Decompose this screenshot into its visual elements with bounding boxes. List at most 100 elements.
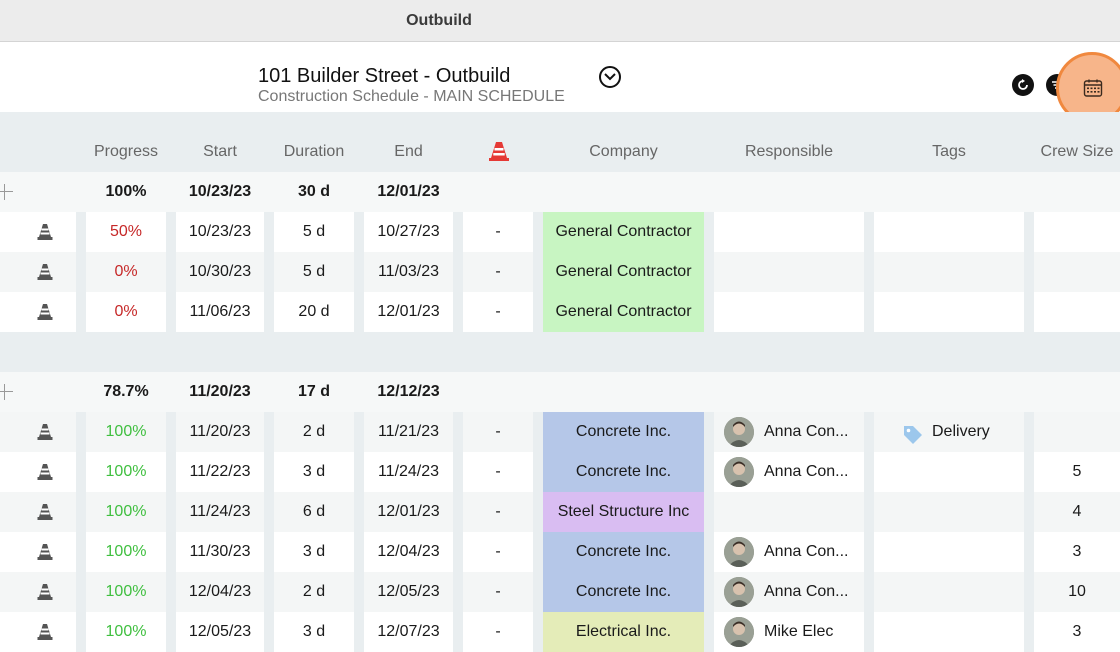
task-responsible[interactable] <box>714 252 864 292</box>
col-header-crew-size[interactable]: Crew Size <box>1040 143 1114 160</box>
task-responsible[interactable]: Anna Con... <box>714 572 864 612</box>
task-tags[interactable] <box>874 212 1024 252</box>
task-tags[interactable] <box>874 612 1024 652</box>
task-end-date[interactable]: 11/21/23 <box>377 423 440 440</box>
task-end-date[interactable]: 12/01/23 <box>377 503 440 520</box>
task-crew-size[interactable]: 5 <box>1072 463 1082 480</box>
task-crew-size[interactable] <box>1034 212 1120 252</box>
add-task-icon[interactable] <box>0 184 13 200</box>
task-constraint[interactable]: - <box>495 303 501 320</box>
task-company[interactable]: Concrete Inc. <box>543 452 704 492</box>
col-header-start[interactable]: Start <box>203 143 237 160</box>
task-constraint[interactable]: - <box>495 623 501 640</box>
task-crew-size[interactable] <box>1034 412 1120 452</box>
task-constraint[interactable]: - <box>495 463 501 480</box>
task-progress[interactable]: 100% <box>105 463 147 480</box>
task-end-date[interactable]: 12/01/23 <box>377 303 440 320</box>
task-duration[interactable]: 3 d <box>302 463 326 480</box>
task-constraint[interactable]: - <box>495 423 501 440</box>
task-constraint[interactable]: - <box>495 503 501 520</box>
task-crew-size[interactable] <box>1034 292 1120 332</box>
task-end-date[interactable]: 12/07/23 <box>377 623 440 640</box>
refresh-button[interactable] <box>1012 74 1034 96</box>
add-task-icon[interactable] <box>0 384 13 400</box>
task-responsible[interactable] <box>714 492 864 532</box>
col-header-company[interactable]: Company <box>589 143 658 160</box>
task-duration[interactable]: 2 d <box>302 423 326 440</box>
task-crew-size[interactable]: 3 <box>1072 543 1082 560</box>
task-responsible[interactable]: Mike Elec <box>714 612 864 652</box>
task-crew-size[interactable]: 3 <box>1072 623 1082 640</box>
task-tags[interactable] <box>874 572 1024 612</box>
task-start-date[interactable]: 10/30/23 <box>188 263 252 280</box>
task-company[interactable]: Concrete Inc. <box>543 532 704 572</box>
task-progress[interactable]: 100% <box>105 423 147 440</box>
constraint-cone-icon[interactable] <box>37 223 53 246</box>
col-header-duration[interactable]: Duration <box>283 143 345 160</box>
task-constraint[interactable]: - <box>495 543 501 560</box>
task-tags[interactable] <box>874 292 1024 332</box>
col-header-tags[interactable]: Tags <box>932 143 966 160</box>
task-progress[interactable]: 100% <box>105 503 147 520</box>
col-header-responsible[interactable]: Responsible <box>744 143 834 160</box>
task-end-date[interactable]: 11/03/23 <box>377 263 440 280</box>
task-responsible[interactable] <box>714 212 864 252</box>
task-company[interactable]: General Contractor <box>543 212 704 252</box>
constraint-cone-icon[interactable] <box>37 583 53 606</box>
task-tags[interactable] <box>874 452 1024 492</box>
task-company[interactable]: Electrical Inc. <box>543 612 704 652</box>
task-progress[interactable]: 100% <box>105 543 147 560</box>
task-progress[interactable]: 100% <box>105 583 147 600</box>
task-start-date[interactable]: 11/22/23 <box>189 463 251 480</box>
task-tags[interactable] <box>874 532 1024 572</box>
task-duration[interactable]: 2 d <box>302 583 326 600</box>
task-end-date[interactable]: 10/27/23 <box>377 223 440 240</box>
constraint-cone-icon[interactable] <box>37 623 53 646</box>
task-start-date[interactable]: 11/06/23 <box>189 303 251 320</box>
constraint-cone-icon[interactable] <box>37 543 53 566</box>
col-header-progress[interactable]: Progress <box>93 143 159 160</box>
task-crew-size[interactable] <box>1034 252 1120 292</box>
task-start-date[interactable]: 11/30/23 <box>189 543 251 560</box>
task-start-date[interactable]: 12/05/23 <box>188 623 252 640</box>
task-company[interactable]: Steel Structure Inc <box>543 492 704 532</box>
task-company[interactable]: General Contractor <box>543 292 704 332</box>
task-tags[interactable] <box>874 252 1024 292</box>
task-constraint[interactable]: - <box>495 583 501 600</box>
col-header-end[interactable]: End <box>394 143 423 160</box>
constraint-cone-icon[interactable] <box>37 423 53 446</box>
task-progress[interactable]: 0% <box>114 303 138 320</box>
task-start-date[interactable]: 11/24/23 <box>189 503 251 520</box>
task-constraint[interactable]: - <box>495 223 501 240</box>
task-constraint[interactable]: - <box>495 263 501 280</box>
task-tags[interactable] <box>874 492 1024 532</box>
task-crew-size[interactable]: 4 <box>1072 503 1082 520</box>
task-company[interactable]: Concrete Inc. <box>543 572 704 612</box>
task-progress[interactable]: 50% <box>109 223 143 240</box>
task-crew-size[interactable]: 10 <box>1068 583 1086 600</box>
task-company[interactable]: Concrete Inc. <box>543 412 704 452</box>
task-progress[interactable]: 0% <box>114 263 138 280</box>
task-progress[interactable]: 100% <box>105 623 147 640</box>
task-end-date[interactable]: 11/24/23 <box>377 463 440 480</box>
constraint-cone-icon[interactable] <box>37 503 53 526</box>
task-end-date[interactable]: 12/05/23 <box>377 583 440 600</box>
task-responsible[interactable]: Anna Con... <box>714 532 864 572</box>
constraint-cone-icon[interactable] <box>37 303 53 326</box>
task-responsible[interactable]: Anna Con... <box>714 412 864 452</box>
task-duration[interactable]: 3 d <box>302 543 326 560</box>
task-start-date[interactable]: 12/04/23 <box>188 583 252 600</box>
task-duration[interactable]: 6 d <box>302 503 326 520</box>
task-company[interactable]: General Contractor <box>543 252 704 292</box>
constraint-cone-icon[interactable] <box>37 263 53 286</box>
schedule-dropdown-button[interactable] <box>599 66 621 88</box>
task-end-date[interactable]: 12/04/23 <box>377 543 440 560</box>
task-start-date[interactable]: 10/23/23 <box>188 223 252 240</box>
task-tags[interactable]: Delivery <box>874 412 1024 452</box>
task-responsible[interactable] <box>714 292 864 332</box>
task-start-date[interactable]: 11/20/23 <box>189 423 251 440</box>
task-duration[interactable]: 3 d <box>302 623 326 640</box>
task-responsible[interactable]: Anna Con... <box>714 452 864 492</box>
task-duration[interactable]: 5 d <box>302 223 326 240</box>
task-duration[interactable]: 5 d <box>302 263 326 280</box>
